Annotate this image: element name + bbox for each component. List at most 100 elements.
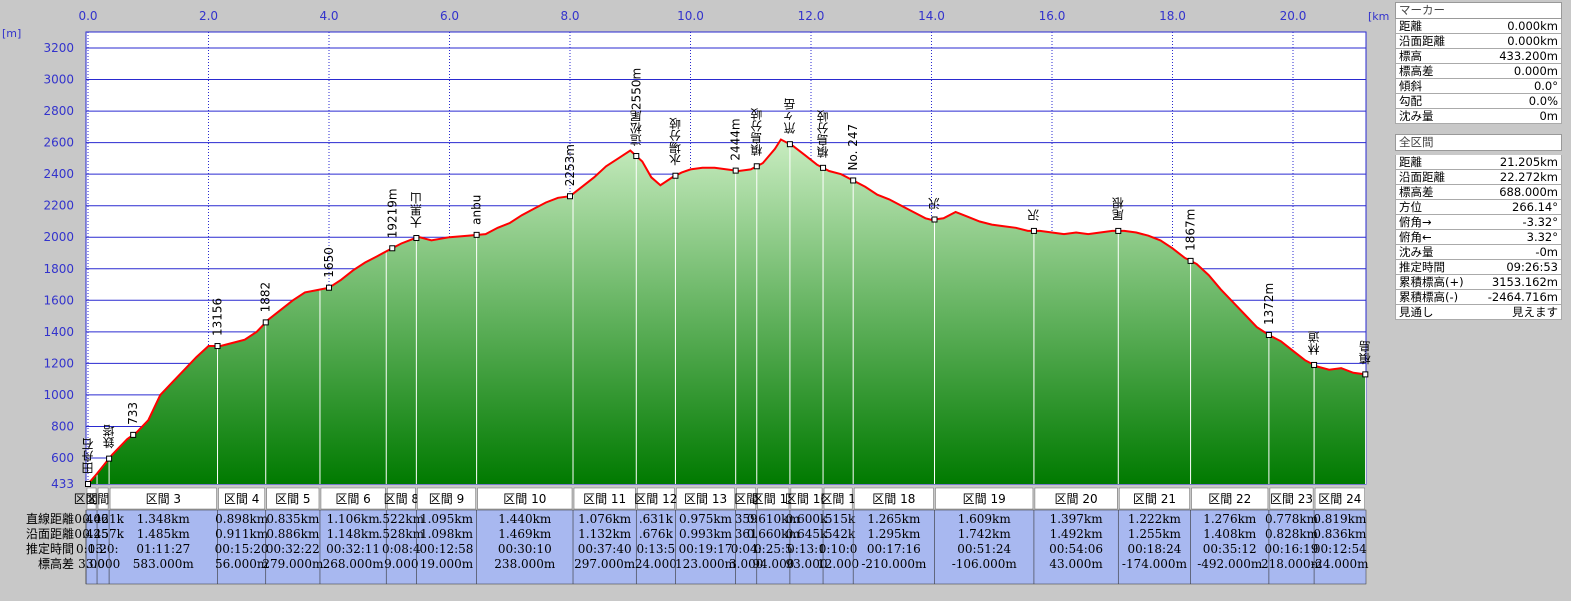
section-value: 00:18:24 [1127, 542, 1181, 556]
section-value: 0.610km [747, 512, 801, 526]
section-value: .522km [379, 512, 425, 526]
total-key: 俯角← [1399, 230, 1432, 244]
section-header-cell [736, 487, 757, 510]
section-header-label: 区間 18 [872, 492, 915, 506]
x-tick-labels: 0.0 2.0 4.0 6.0 8.0 10.0 12.0 14.0 16.0 18.0 20.0 [78, 9, 1306, 23]
waypoint-label: 笊ヶ岳 [783, 98, 797, 135]
section-value: 1.295km [867, 527, 921, 541]
waypoint-label: 槙島分岐 [816, 110, 830, 158]
section-value: 01:11:27 [136, 542, 190, 556]
section-header-label: 区間 21 [1133, 492, 1176, 506]
x-tick-label: 4.0 [319, 9, 338, 23]
y-tick-label: 3200 [43, 41, 74, 55]
marker-key: 標高 [1399, 49, 1422, 63]
marker-key: 勾配 [1399, 94, 1422, 108]
total-value: 688.000m [1499, 185, 1558, 199]
y-tick-label: 1800 [43, 262, 74, 276]
section-value: .528km [379, 527, 425, 541]
waypoint-label: 這松尾2550m [629, 68, 643, 148]
marker-value: 0.0° [1533, 79, 1558, 93]
total-row: 推定時間 09:26:53 [1395, 260, 1562, 275]
x-tick-label: 8.0 [560, 9, 579, 23]
waypoint-marker [1187, 257, 1194, 264]
total-value: -2464.716m [1487, 290, 1558, 304]
section-value: 00:12:58 [420, 542, 474, 556]
marker-key: 標高差 [1399, 64, 1434, 78]
section-table-bg [85, 509, 1367, 585]
section-value: 1.095km [420, 512, 474, 526]
y-tick-label: 433 [51, 477, 74, 491]
waypoint-label: 田舟石 [81, 438, 95, 474]
waypoint-marker [633, 153, 640, 160]
section-value: 00:15:20 [215, 542, 269, 556]
section-value: 3.000 [729, 557, 763, 571]
x-tick-label: 12.0 [798, 9, 825, 23]
waypoint-marker [413, 235, 420, 242]
total-key: 俯角→ [1399, 215, 1432, 229]
waypoint-label: 林道 [1307, 331, 1321, 355]
section-value: 0.457k [82, 527, 124, 541]
total-value: 3.32° [1526, 230, 1558, 244]
y-tick-label: 1000 [43, 388, 74, 402]
section-value: 00:35:12 [1203, 542, 1257, 556]
section-header-cell [1314, 487, 1365, 510]
section-header-cell [97, 487, 109, 510]
section-header-cell [218, 487, 265, 510]
marker-row: 沈み量 0m [1395, 109, 1562, 124]
section-header-cell [676, 487, 735, 510]
section-header-cell [1269, 487, 1314, 510]
marker-row: 標高差 0.000m [1395, 64, 1562, 79]
section-value: 238.000m [494, 557, 556, 571]
waypoint-marker [931, 216, 938, 223]
y-tick-label: 2400 [43, 167, 74, 181]
section-value: 1.485km [137, 527, 191, 541]
section-value: 1.742km [958, 527, 1012, 541]
section-value: .515k [821, 512, 856, 526]
section-value: 0.835km [266, 512, 320, 526]
waypoint-marker [1362, 371, 1369, 378]
elevation-profile-chart[interactable]: 0.0 2.0 4.0 6.0 8.0 10.0 12.0 14.0 16.0 18.0 20.0 … [0, 0, 1390, 601]
section-value: 3.000 [86, 557, 120, 571]
section-value: 361 [735, 527, 758, 541]
section-header-label: 区間 15 [752, 492, 795, 506]
section-value: 1.348km [137, 512, 191, 526]
y-tick-label: 1400 [43, 325, 74, 339]
total-key: 累積標高(-) [1399, 290, 1459, 304]
section-value: 56.000m [215, 557, 269, 571]
section-value: 0.425 [74, 527, 108, 541]
waypoint-marker [106, 455, 113, 462]
total-key: 方位 [1399, 200, 1422, 214]
row-label: 直線距離 [26, 511, 74, 526]
section-value: 9.000 [384, 557, 418, 571]
section-header-label: 区間 12 [634, 492, 677, 506]
marker-row: 勾配 0.0% [1395, 94, 1562, 109]
section-value: 94.000 [752, 557, 794, 571]
section-value: 1.440km [498, 512, 552, 526]
section-header-label: 区間 13 [684, 492, 727, 506]
section-value: 00:12:54 [1313, 542, 1367, 556]
section-value: 297.000m [574, 557, 636, 571]
total-panel: 全区間 距離 21.205km 沿面距離 22.272km 標高差 688.000m 方位 2… [1395, 134, 1562, 320]
waypoint-marker [732, 167, 739, 174]
total-value: 266.14° [1512, 200, 1558, 214]
waypoint-label: anbu [470, 195, 484, 225]
x-tick-label: 2.0 [199, 9, 218, 23]
x-tick-label: 6.0 [440, 9, 459, 23]
waypoint-marker [1115, 227, 1122, 234]
waypoint-marker [1265, 332, 1272, 338]
section-value: 0.911km [215, 527, 269, 541]
elevation-line [87, 138, 1366, 485]
x-tick-label: 14.0 [918, 9, 945, 23]
total-row: 方位 266.14° [1395, 200, 1562, 215]
marker-value: 0.000m [1513, 64, 1558, 78]
marker-row: 標高 433.200m [1395, 49, 1562, 64]
section-value: 1.148km [327, 527, 381, 541]
section-value: 0:13:5 [637, 542, 676, 556]
marker-panel: マーカー 距離 0.000km 沿面距離 0.000km 標高 433.200m 標高差 0.… [1395, 2, 1562, 124]
section-value: 0.406 [74, 512, 108, 526]
section-value: 1.469km [498, 527, 552, 541]
waypoint-label: 1867m [1184, 209, 1198, 251]
total-key: 推定時間 [1399, 260, 1445, 274]
section-value: 0.886km [266, 527, 320, 541]
